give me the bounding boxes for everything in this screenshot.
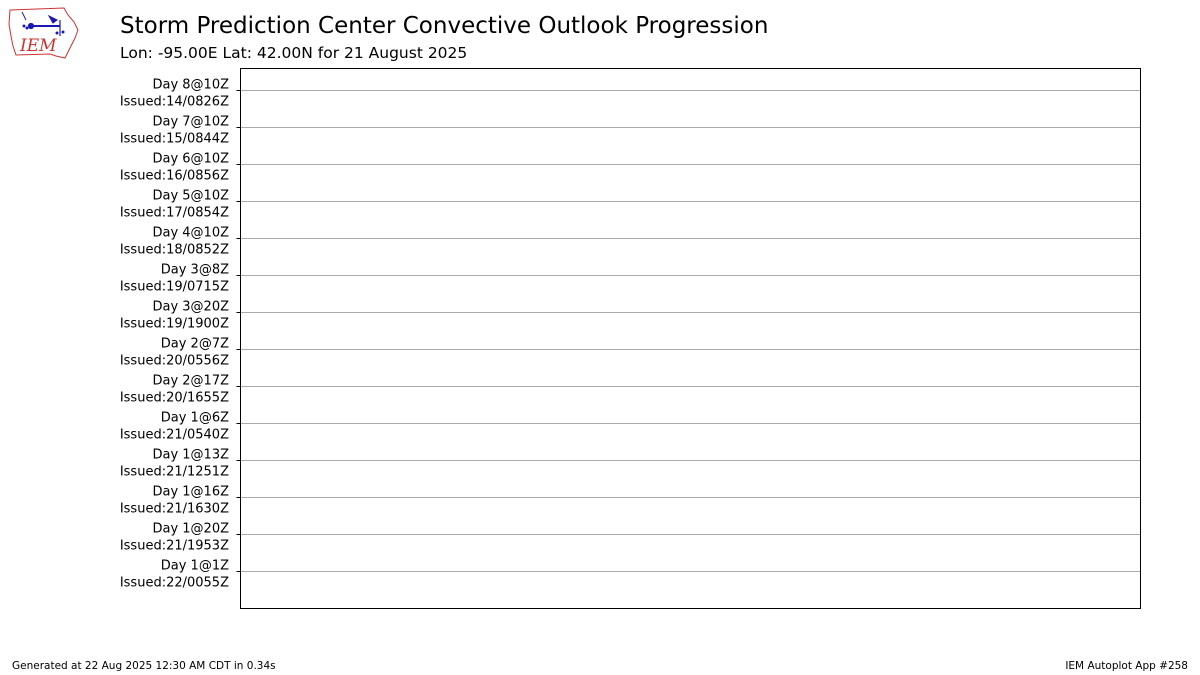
y-tick-label-outline: Day 1@16Z (152, 485, 229, 500)
y-tick-label-outline: Day 5@10Z (152, 189, 229, 204)
y-tick-label-issued: Issued:18/0852Z (120, 243, 229, 258)
y-tick-label-outline: Day 8@10Z (152, 78, 229, 93)
iem-logo: IEM (8, 7, 79, 59)
plot-frame (240, 68, 1141, 609)
y-tick-label-outline: Day 3@20Z (152, 300, 229, 315)
iowa-outline-shape (8, 7, 79, 59)
y-tick-label-issued: Issued:21/0540Z (120, 428, 229, 443)
y-tick-labels: Day 8@10Z Issued:14/0826Z Day 7@10Z Issued:… (120, 78, 229, 591)
y-tick-label-outline: Day 6@10Z (152, 152, 229, 167)
y-tick-label-issued: Issued:17/0854Z (120, 206, 229, 221)
gridlines (240, 90, 1141, 572)
y-tick-label-outline: Day 3@8Z (161, 263, 229, 278)
y-tick-label-outline: Day 1@13Z (152, 448, 229, 463)
y-tick-label-issued: Issued:14/0826Z (120, 95, 229, 110)
y-tick-label-issued: Issued:21/1630Z (120, 502, 229, 517)
chart-title: Storm Prediction Center Convective Outlo… (120, 13, 769, 39)
y-tick-label-outline: Day 7@10Z (152, 115, 229, 130)
y-ticks (236, 90, 241, 572)
y-tick-label-issued: Issued:19/0715Z (120, 280, 229, 295)
y-tick-label-issued: Issued:20/0556Z (120, 354, 229, 369)
weather-station-icon (21, 11, 65, 36)
y-tick-label-outline: Day 1@20Z (152, 522, 229, 537)
y-tick-label-outline: Day 4@10Z (152, 226, 229, 241)
logo-text: IEM (19, 36, 57, 56)
y-tick-label-issued: Issued:21/1953Z (120, 539, 229, 554)
chart-subtitle: Lon: -95.00E Lat: 42.00N for 21 August 2… (120, 44, 468, 62)
y-tick-label-outline: Day 1@1Z (161, 559, 229, 574)
y-tick-label-outline: Day 1@6Z (161, 411, 229, 426)
y-tick-label-outline: Day 2@7Z (161, 337, 229, 352)
y-tick-label-issued: Issued:20/1655Z (120, 391, 229, 406)
y-tick-label-issued: Issued:15/0844Z (120, 132, 229, 147)
y-tick-label-issued: Issued:21/1251Z (120, 465, 229, 480)
y-tick-label-issued: Issued:22/0055Z (120, 576, 229, 591)
app-id: IEM Autoplot App #258 (1065, 660, 1188, 672)
y-tick-label-issued: Issued:19/1900Z (120, 317, 229, 332)
y-tick-label-issued: Issued:16/0856Z (120, 169, 229, 184)
generated-timestamp: Generated at 22 Aug 2025 12:30 AM CDT in… (12, 660, 276, 672)
y-tick-label-outline: Day 2@17Z (152, 374, 229, 389)
